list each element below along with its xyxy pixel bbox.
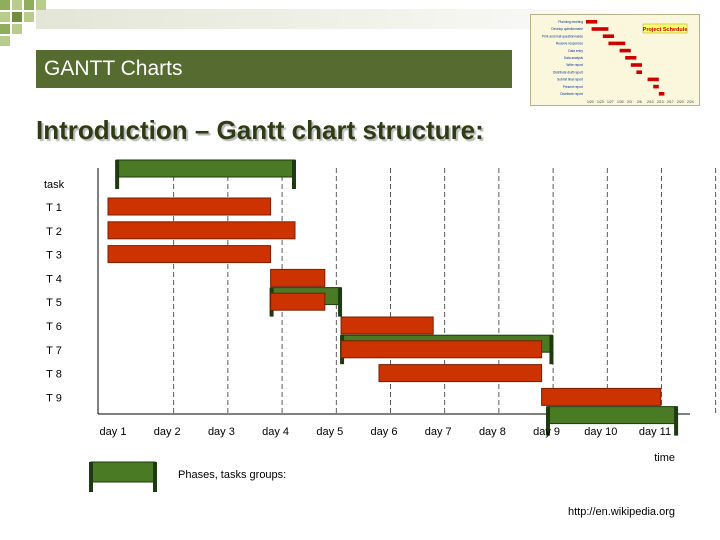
thumbnail-bar	[591, 27, 609, 31]
thumbnail-row-label: Receive responses	[556, 42, 584, 46]
thumbnail-row-label: Develop questionnaire	[551, 27, 583, 31]
x-tick-label: day 8	[479, 426, 506, 438]
thumbnail-bar	[658, 92, 665, 96]
task-bar	[270, 268, 326, 287]
task-label: T 6	[46, 321, 62, 333]
legend-phase-swatch	[90, 461, 156, 483]
thumbnail-day-label: 1/23	[597, 100, 604, 104]
x-tick-label: day 9	[533, 426, 560, 438]
task-label: T 5	[46, 297, 62, 309]
task-label: T 1	[46, 202, 62, 214]
x-axis-label: time	[654, 452, 675, 464]
x-tick-label: day 4	[262, 426, 289, 438]
phase-bar-right-cap	[291, 160, 296, 189]
phase-bar-left-cap	[546, 406, 551, 436]
task-label: T 8	[46, 369, 62, 381]
thumbnail-bar	[625, 56, 637, 60]
thumbnail-bar	[653, 84, 659, 89]
task-label: T 7	[46, 345, 62, 357]
task-bar	[107, 221, 296, 240]
corner-squares-decoration	[0, 0, 46, 46]
phase-bar-left-cap	[115, 160, 120, 189]
thumbnail-row-label: Present report	[563, 85, 583, 89]
legend-swatch-left-cap	[89, 462, 93, 492]
phase-bar-right-cap	[338, 287, 343, 317]
phase-bar-right-cap	[674, 406, 679, 436]
slide-header-title: GANTT Charts	[44, 57, 183, 80]
thumbnail-bar	[647, 77, 659, 82]
x-tick-label: day 5	[316, 426, 343, 438]
x-tick-label: day 10	[584, 426, 617, 438]
x-tick-label: day 3	[208, 426, 235, 438]
thumbnail-day-label: 2/3	[627, 100, 632, 104]
thumbnail-day-label: 2/17	[667, 100, 674, 104]
task-bar	[340, 340, 543, 359]
phase-bar	[115, 159, 296, 178]
y-axis-label: task	[44, 179, 65, 191]
thumbnail-title: Project Schedule	[643, 27, 688, 33]
thumbnail-row-label: Write report	[566, 63, 583, 67]
task-bar	[340, 316, 434, 335]
thumbnail-day-label: 1/20	[587, 100, 594, 104]
thumbnail-bar	[602, 34, 614, 38]
legend-swatch-right-cap	[153, 462, 157, 492]
thumbnail-day-label: 1/30	[617, 100, 624, 104]
phase-bar-right-cap	[549, 335, 554, 365]
task-label: T 4	[46, 273, 62, 285]
task-bar	[270, 292, 326, 311]
thumbnail-row-label: Planning meeting	[558, 20, 583, 24]
x-tick-label: day 1	[100, 426, 127, 438]
task-label: T 9	[46, 392, 62, 404]
gantt-chart: T 1 T 2 T 3 T 4 T 5 T 6 T 7 T 8 T 9 day 1 day 2 da…	[44, 159, 717, 492]
x-tick-label: day 6	[371, 426, 398, 438]
project-schedule-thumbnail: Planning meeting Develop questionnaire Pri…	[530, 14, 700, 106]
thumbnail-chart: Planning meeting Develop questionnaire Pri…	[542, 20, 694, 104]
task-bar	[541, 387, 662, 406]
thumbnail-day-label: 1/27	[607, 100, 614, 104]
phase-bar	[546, 406, 678, 425]
x-tick-label: day 7	[425, 426, 452, 438]
thumbnail-day-label: 2/10	[647, 100, 654, 104]
thumbnail-day-label: 2/6	[637, 100, 642, 104]
thumbnail-bar	[630, 63, 642, 67]
task-bar	[378, 364, 543, 383]
header-bar	[36, 50, 512, 88]
source-link[interactable]: http://en.wikipedia.org	[568, 506, 676, 518]
task-bar	[107, 245, 272, 264]
main-title: Introduction – Gantt chart structure:	[36, 115, 484, 145]
thumbnail-title-box	[642, 23, 688, 34]
thumbnail-day-label: 2/20	[677, 100, 684, 104]
thumbnail-bar	[586, 20, 598, 24]
thumbnail-row-label: Data analysis	[564, 56, 584, 60]
task-label: T 2	[46, 226, 62, 238]
thumbnail-row-label: Submit final report	[557, 78, 583, 82]
legend-label: Phases, tasks groups:	[178, 469, 286, 481]
thumbnail-bar	[619, 48, 631, 53]
thumbnail-row-label: Print and mail questionnaires	[542, 34, 584, 38]
x-tick-label: day 2	[154, 426, 181, 438]
task-bar	[107, 197, 272, 216]
x-tick-label: day 11	[639, 426, 671, 438]
thumbnail-row-label: Distribute draft report	[553, 70, 583, 74]
thumbnail-row-label: Distribute report	[560, 92, 583, 96]
thumbnail-row-label: Data entry	[568, 49, 583, 53]
thumbnail-day-label: 2/24	[687, 100, 694, 104]
task-label: T 3	[46, 250, 62, 262]
thumbnail-bar	[636, 70, 642, 74]
thumbnail-bar	[608, 41, 626, 46]
thumbnail-day-label: 2/13	[657, 100, 664, 104]
